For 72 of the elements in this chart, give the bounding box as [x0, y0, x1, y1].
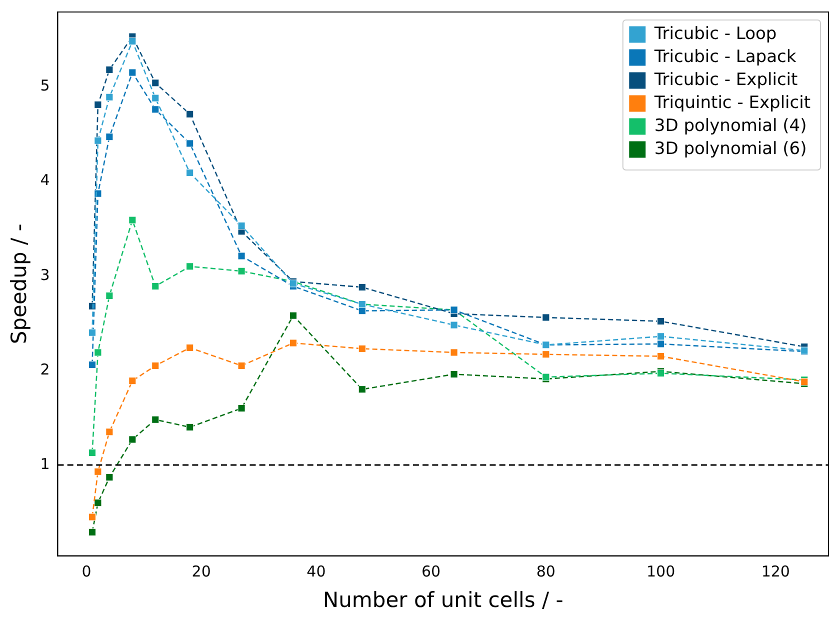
point [657, 332, 665, 340]
point [450, 370, 458, 378]
point [186, 423, 194, 431]
legend-label: 3D polynomial (6) [654, 138, 807, 159]
x-tick-label: 40 [306, 562, 326, 581]
point [152, 79, 160, 87]
point [106, 428, 114, 436]
y-axis-title: Speedup / - [7, 224, 32, 344]
point [238, 222, 246, 230]
point [106, 474, 114, 482]
point [88, 360, 96, 369]
point [152, 362, 160, 370]
point [289, 312, 298, 320]
point [88, 513, 96, 521]
point [238, 252, 246, 260]
point [358, 344, 366, 352]
point [128, 377, 136, 385]
x-tick-label: 100 [646, 562, 676, 581]
point [106, 93, 114, 101]
point [657, 352, 665, 360]
point [542, 314, 550, 322]
point [94, 499, 102, 507]
y-tick-label: 4 [40, 171, 50, 190]
x-tick-label: 80 [536, 562, 556, 581]
y-tick-label: 5 [40, 76, 50, 95]
legend-label: Triquintic - Explicit [653, 92, 811, 113]
point [542, 350, 550, 358]
point [152, 94, 160, 102]
point [289, 339, 298, 347]
point [88, 528, 96, 536]
point [88, 328, 96, 336]
y-tick-label: 1 [40, 454, 50, 473]
point [94, 348, 102, 356]
legend-label: 3D polynomial (4) [654, 116, 807, 136]
legend-label: Tricubic - Loop [653, 24, 777, 44]
x-tick-label: 20 [192, 562, 211, 581]
point [152, 282, 160, 290]
point [128, 38, 136, 46]
x-axis-title: Number of unit cells / - [322, 588, 564, 612]
point [128, 436, 136, 444]
point [358, 283, 366, 291]
point [450, 348, 458, 356]
point [94, 468, 102, 476]
y-tick-label: 3 [40, 266, 50, 284]
point [186, 344, 194, 352]
point [657, 317, 665, 326]
x-tick-label: 0 [82, 562, 92, 581]
x-tick-label: 60 [422, 562, 441, 581]
legend-label: Tricubic - Lapack [653, 46, 796, 67]
point [358, 386, 366, 394]
legend-label: Tricubic - Explicit [653, 70, 798, 90]
point [94, 100, 102, 108]
point [238, 362, 246, 370]
point [128, 68, 136, 76]
point [186, 168, 194, 177]
point [657, 340, 665, 348]
point [238, 267, 246, 275]
point [94, 136, 102, 144]
point [238, 404, 246, 412]
y-tick-label: 2 [40, 360, 50, 378]
point [152, 416, 160, 424]
point [186, 140, 194, 148]
point [106, 66, 114, 74]
point [152, 106, 160, 114]
point [186, 110, 194, 118]
point [88, 448, 96, 456]
point [106, 292, 114, 300]
point [128, 216, 136, 224]
x-tick-label: 120 [761, 562, 790, 581]
point [186, 262, 194, 270]
point [450, 321, 458, 329]
point [106, 133, 114, 141]
